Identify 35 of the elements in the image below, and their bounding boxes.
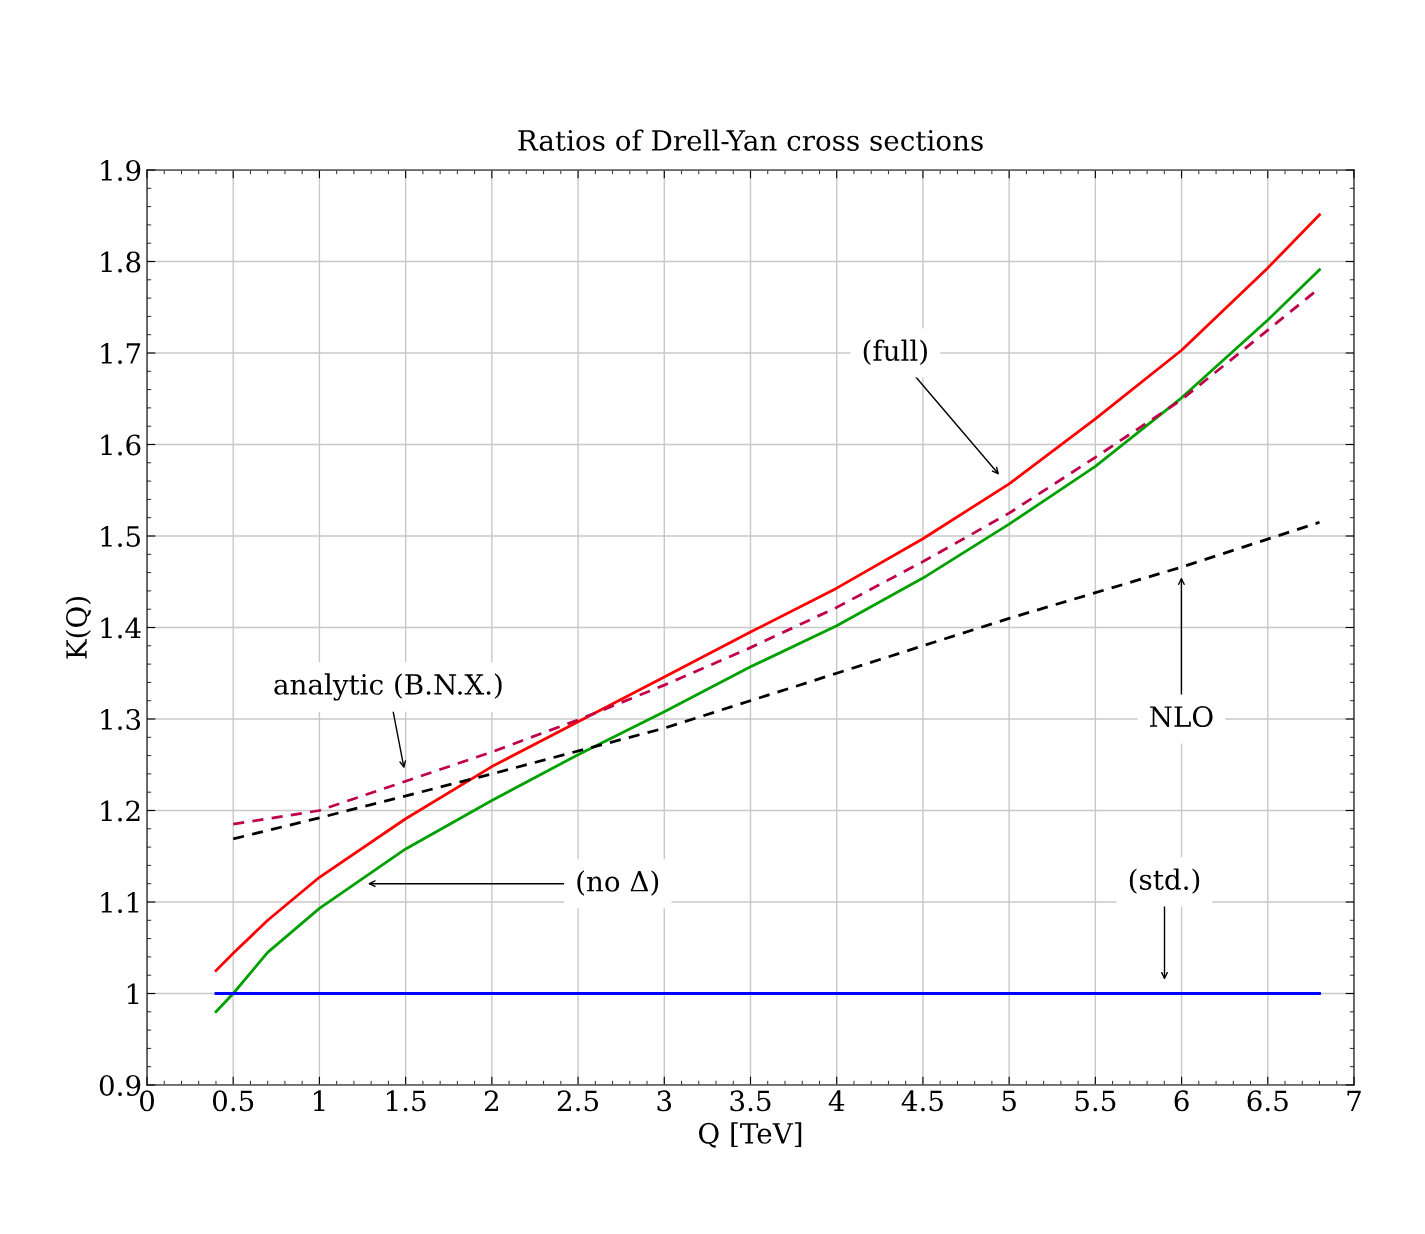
x-axis-title: Q [TeV]: [698, 1122, 802, 1148]
annotation: (std.): [1129, 868, 1200, 894]
x-tick-label: 3: [657, 1090, 672, 1112]
x-tick-label: 3.5: [730, 1090, 771, 1112]
y-tick-label: 1.9: [101, 159, 141, 181]
y-tick-label: 0.9: [99, 1074, 141, 1096]
annotation: (full): [863, 339, 927, 365]
x-tick-label: 0: [139, 1090, 154, 1112]
x-tick-label: 2.5: [557, 1090, 599, 1112]
y-tick-label: 1.6: [101, 434, 141, 456]
y-tick-label: 1.7: [101, 342, 141, 364]
y-tick-label: 1.2: [101, 800, 140, 822]
x-tick-label: 6: [1174, 1090, 1189, 1112]
x-tick-label: 1: [313, 1090, 325, 1111]
y-tick-label: 1.8: [101, 251, 141, 273]
y-tick-label: 1.1: [101, 891, 139, 913]
line-series: [231, 520, 1321, 841]
chart-title: Ratios of Drell-Yan cross sections: [518, 129, 983, 151]
x-tick-label: 1.5: [386, 1090, 426, 1112]
annotation: (no Δ): [577, 870, 659, 896]
x-tick-label: 0.5: [212, 1090, 254, 1112]
annotation: analytic (B.N.X.): [274, 673, 502, 701]
y-tick-label: 1.4: [101, 617, 141, 639]
x-tick-label: 2: [484, 1090, 498, 1111]
x-tick-label: 7: [1347, 1090, 1361, 1111]
y-tick-label: 1.5: [101, 525, 140, 547]
x-tick-label: 5.5: [1075, 1090, 1116, 1112]
x-tick-label: 5: [1002, 1090, 1016, 1112]
annotation: NLO: [1149, 706, 1213, 728]
y-tick-label: 1: [127, 983, 139, 1005]
x-tick-label: 6.5: [1247, 1090, 1288, 1112]
y-tick-label: 1.3: [101, 708, 141, 730]
y-axis-title: K(Q): [65, 597, 92, 659]
x-tick-label: 4.5: [901, 1090, 943, 1112]
x-tick-label: 4: [828, 1090, 845, 1111]
